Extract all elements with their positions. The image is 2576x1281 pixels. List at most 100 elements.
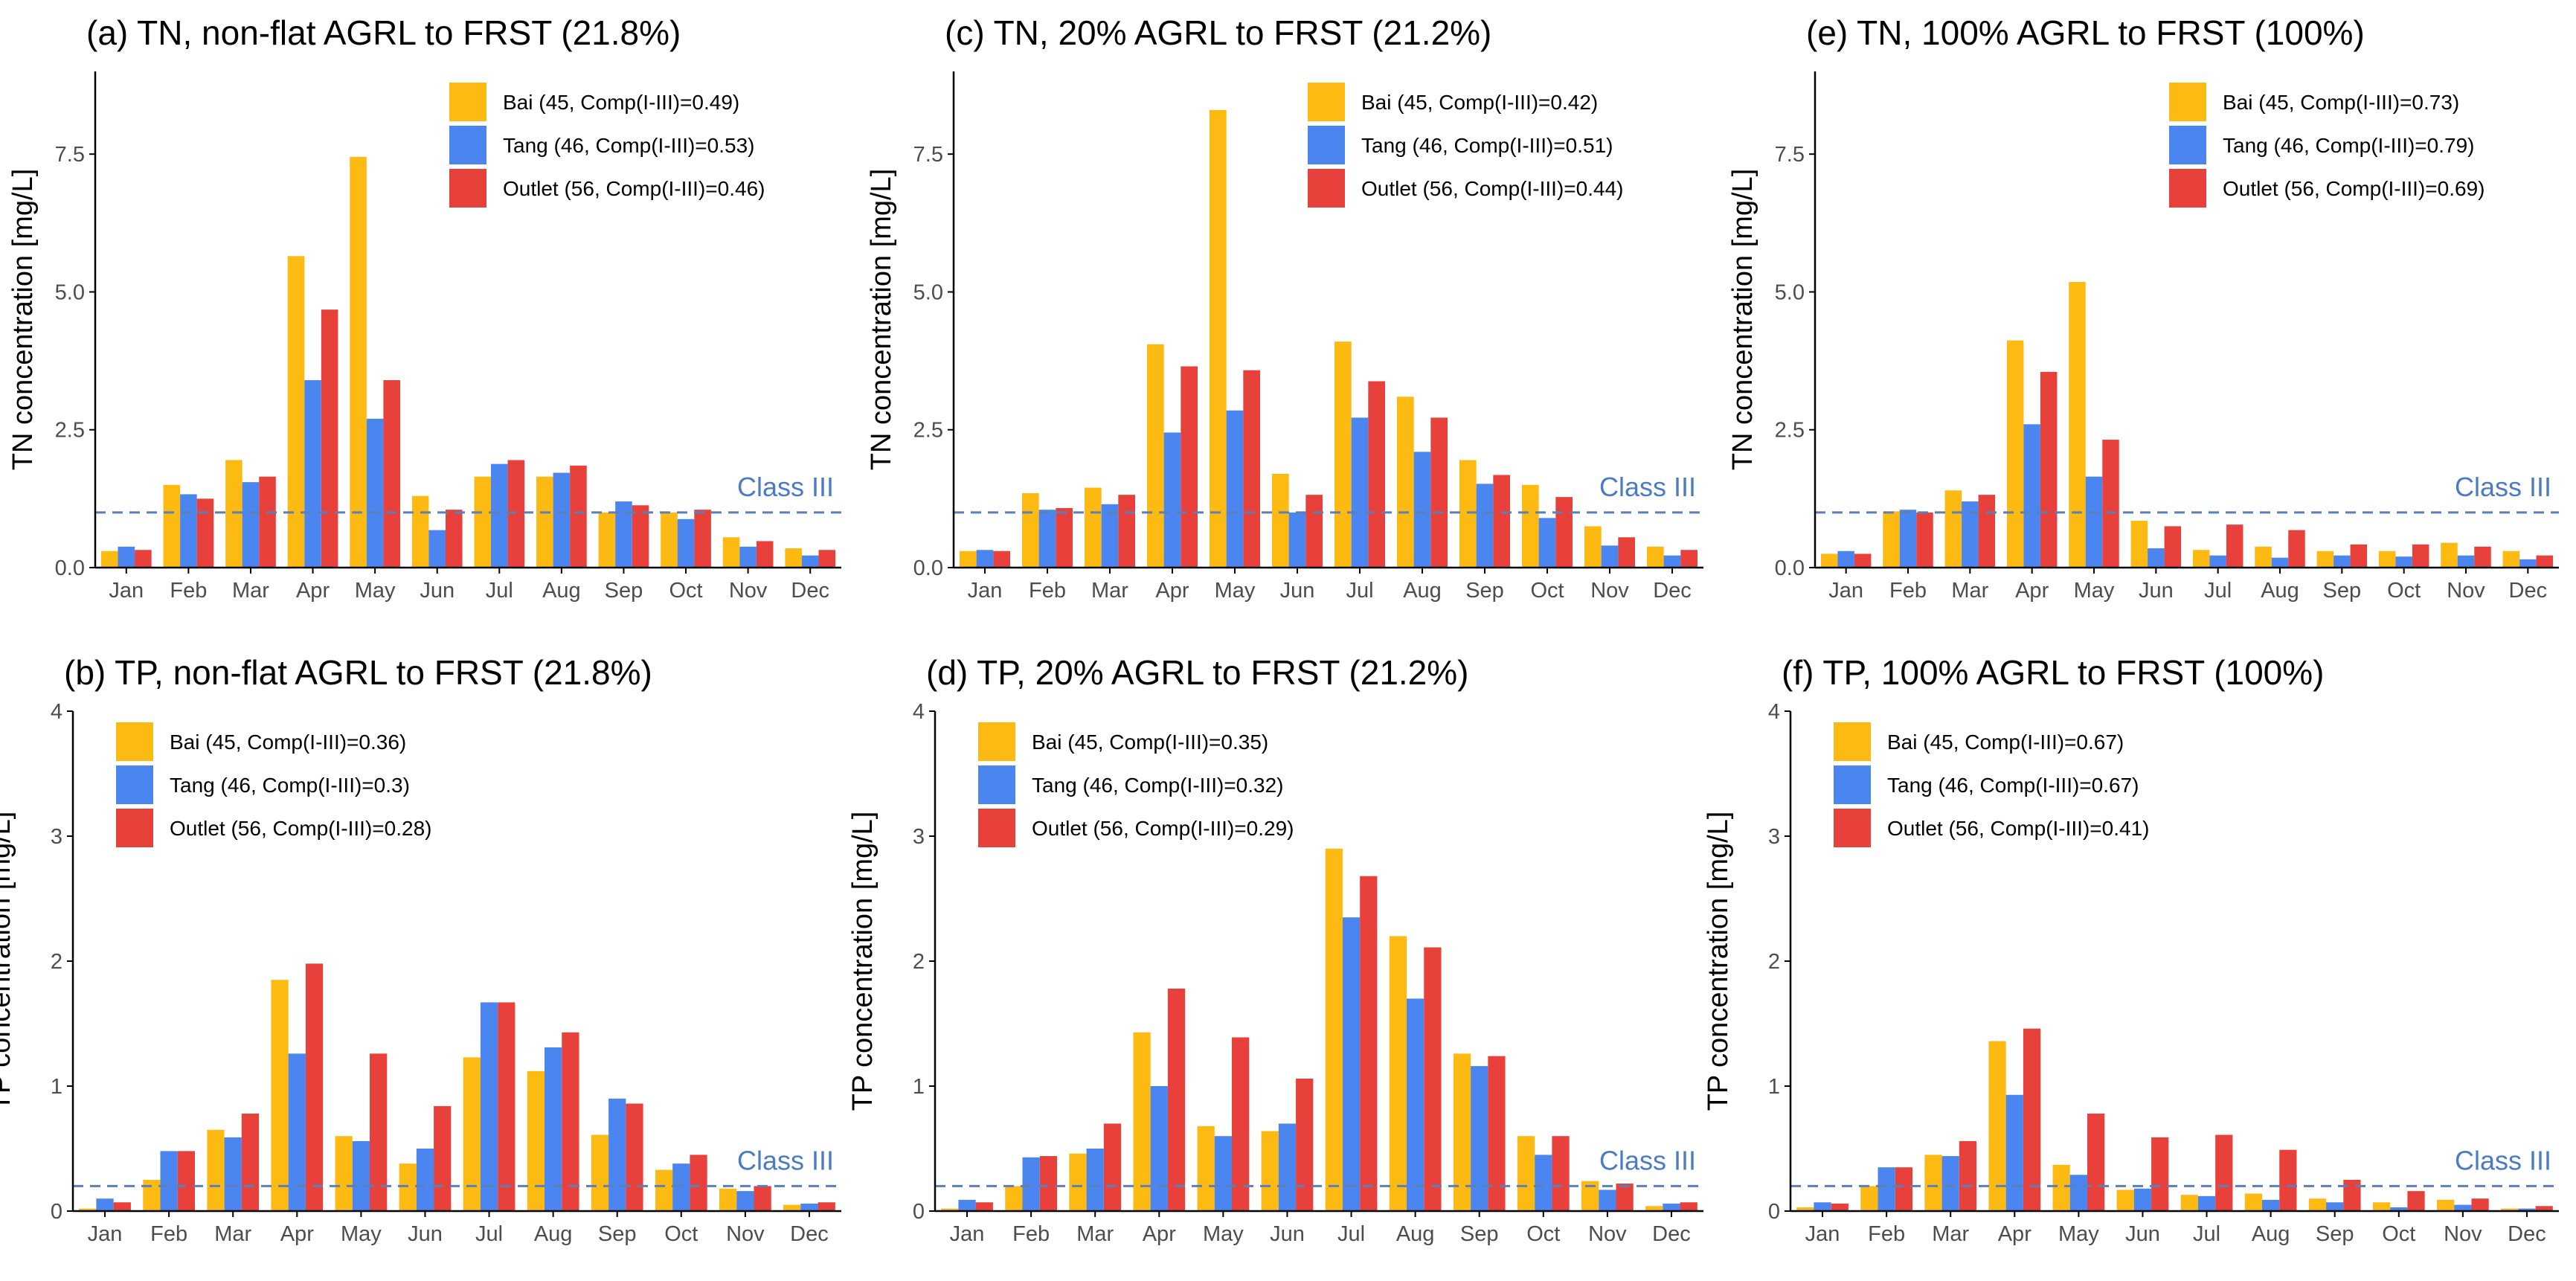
y-tick-label: 7.5 [913,143,943,167]
bar-outlet-jun [434,1105,452,1211]
panel-c: (c) TN, 20% AGRL to FRST (21.2%) TN conce… [866,13,1703,603]
x-tick-label: Jun [2139,579,2174,603]
bar-bai-dec [2502,550,2520,568]
x-tick-label: Nov [729,579,768,603]
bar-bai-feb [163,484,181,568]
bar-bai-nov [2437,1199,2455,1211]
legend: Bai (45, Comp(I-III)=0.35) Tang (46, Comp… [978,722,1294,847]
bar-outlet-jul [1368,381,1386,568]
y-tick-label: 2 [913,950,925,974]
y-axis-title: TN concentration [mg/L] [7,169,39,471]
y-axis-title: TN concentration [mg/L] [1727,169,1758,471]
panel-title: (c) TN, 20% AGRL to FRST (21.2%) [945,13,1491,52]
bar-tang-jan [958,1199,976,1211]
bar-outlet-apr [1181,366,1198,568]
bar-tang-jan [96,1198,114,1211]
bar-outlet-dec [818,1202,835,1211]
bar-tang-nov [739,546,757,568]
bar-tang-dec [800,1203,818,1211]
bar-bai-jan [79,1208,97,1211]
bar-bai-oct [1517,1136,1535,1211]
x-tick-label: Sep [1460,1222,1499,1246]
y-tick-label: 0 [1768,1200,1780,1224]
bar-outlet-jul [1360,876,1378,1211]
bar-bai-mar [1084,487,1102,568]
bar-tang-feb [1878,1167,1895,1211]
bar-outlet-jan [975,1202,993,1211]
bar-tang-dec [1663,555,1681,568]
bar-bai-apr [1988,1041,2006,1211]
bar-outlet-nov [2471,1198,2489,1211]
x-tick-label: Feb [1029,579,1066,603]
bar-tang-aug [1407,998,1424,1211]
bar-outlet-nov [756,541,774,568]
bar-outlet-feb [1916,512,1933,568]
bar-bai-feb [1860,1186,1878,1211]
bar-tang-may [366,418,384,568]
legend-label-bai: Bai (45, Comp(I-III)=0.42) [1361,91,1598,114]
bar-outlet-feb [177,1151,195,1211]
legend: Bai (45, Comp(I-III)=0.42) Tang (46, Comp… [1308,83,1623,208]
x-tick-label: Jan [88,1222,123,1246]
legend: Bai (45, Comp(I-III)=0.49) Tang (46, Comp… [449,83,765,208]
bar-outlet-may [1243,370,1261,568]
y-tick-label: 4 [51,700,62,724]
y-tick-label: 2.5 [1775,419,1805,443]
x-tick-label: Dec [790,1222,829,1246]
bar-bai-jun [1271,474,1289,568]
bar-bai-oct [2372,1202,2391,1211]
bar-tang-jun [2133,1188,2152,1211]
bar-bai-aug [1396,396,1414,568]
y-axis-title: TP concentration [mg/L] [1703,812,1734,1111]
bar-outlet-sep [626,1103,643,1211]
bar-outlet-sep [2343,1180,2361,1211]
x-tick-label: Apr [1155,579,1189,603]
bar-outlet-mar [1103,1123,1122,1211]
legend-label-tang: Tang (46, Comp(I-III)=0.67) [1887,774,2139,797]
panel-title: (d) TP, 20% AGRL to FRST (21.2%) [926,653,1469,692]
bar-bai-feb [143,1180,161,1211]
bar-tang-dec [801,555,819,568]
bar-tang-jan [1837,550,1854,568]
bar-bai-aug [2255,546,2272,568]
bar-outlet-jul [2215,1134,2233,1211]
y-tick-label: 0.0 [913,556,943,580]
x-tick-label: Sep [598,1222,637,1246]
bar-outlet-mar [1118,495,1136,568]
legend-swatch-outlet [1308,169,1345,208]
bar-outlet-feb [196,498,214,568]
x-tick-label: May [1215,579,1256,603]
bar-bai-may [1209,109,1227,568]
bar-bai-aug [527,1070,545,1211]
x-tick-label: Mar [1951,579,1988,603]
class-iii-label: Class III [1599,1145,1696,1175]
legend-swatch-tang [2169,126,2206,164]
bar-tang-jul [491,463,508,568]
bar-outlet-jun [1296,1078,1314,1211]
bar-bai-mar [207,1129,225,1211]
bar-outlet-jan [1854,553,1872,568]
bar-tang-sep [1476,484,1494,568]
legend-swatch-bai [978,722,1015,761]
x-tick-label: Mar [1091,579,1128,603]
bar-tang-apr [304,380,321,568]
x-tick-label: Mar [214,1222,251,1246]
legend-label-outlet: Outlet (56, Comp(I-III)=0.41) [1887,817,2149,840]
bar-bai-jul [2180,1195,2198,1211]
bar-outlet-jan [993,550,1011,568]
bar-outlet-jul [498,1002,515,1211]
legend-swatch-bai [116,722,153,761]
bar-bai-apr [271,980,289,1211]
bar-tang-mar [1101,504,1119,568]
bar-tang-apr [2023,424,2040,568]
bar-bai-sep [1453,1053,1471,1211]
bar-bai-oct [2378,550,2396,568]
bar-outlet-dec [1680,1202,1697,1211]
panel-title: (e) TN, 100% AGRL to FRST (100%) [1806,13,2365,52]
bar-tang-mar [242,482,260,568]
x-tick-label: May [2058,1222,2099,1246]
bar-bai-may [335,1136,353,1211]
bar-bai-jun [2130,521,2148,568]
x-tick-label: Jul [2193,1222,2220,1246]
